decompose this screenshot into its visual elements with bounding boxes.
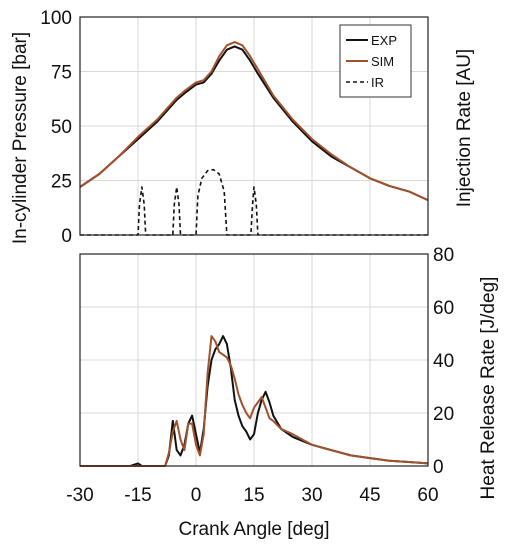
panel-2-y-tick-label: 40 <box>433 351 454 372</box>
panel-1-y-tick-label: 50 <box>51 117 72 138</box>
legend-label-exp: EXP <box>371 33 397 48</box>
x-tick-label: 15 <box>243 485 264 506</box>
heat-release-y-axis-label: Heat Release Rate [J/deg] <box>478 277 499 500</box>
x-tick-label: -30 <box>66 485 93 506</box>
panel-2-y-tick-label: 0 <box>433 457 444 478</box>
legend-label-sim: SIM <box>371 54 394 69</box>
legend-label-ir: IR <box>371 75 384 90</box>
x-tick-label: 0 <box>191 485 202 506</box>
panel-1-y-tick-label: 25 <box>51 172 72 193</box>
panel-1-series-ir-line <box>80 168 428 236</box>
pressure-y-axis-label: In-cylinder Pressure [bar] <box>10 32 31 244</box>
x-tick-label: 60 <box>417 485 438 506</box>
x-tick-label: 45 <box>359 485 380 506</box>
panel-2-y-tick-label: 60 <box>433 298 454 319</box>
panel-1-y-tick-label: 0 <box>61 226 72 247</box>
panel-2-series-exp-line <box>80 335 429 467</box>
x-tick-label: 30 <box>301 485 322 506</box>
injection-rate-y-axis-label: Injection Rate [AU] <box>454 49 475 207</box>
panel-1-frame <box>79 16 429 236</box>
panel-1-y-tick-label: 100 <box>40 8 72 29</box>
panel-2-y-tick-label: 20 <box>433 404 454 425</box>
panel-2-frame <box>79 253 429 467</box>
x-tick-label: -15 <box>124 485 151 506</box>
panel-2-series-sim-line <box>80 335 429 467</box>
panel-1-series-sim-line <box>79 41 429 202</box>
x-axis-label: Crank Angle [deg] <box>178 519 329 540</box>
panel-2-y-tick-label: 80 <box>433 245 454 266</box>
panel-1-y-tick-label: 75 <box>51 63 72 84</box>
